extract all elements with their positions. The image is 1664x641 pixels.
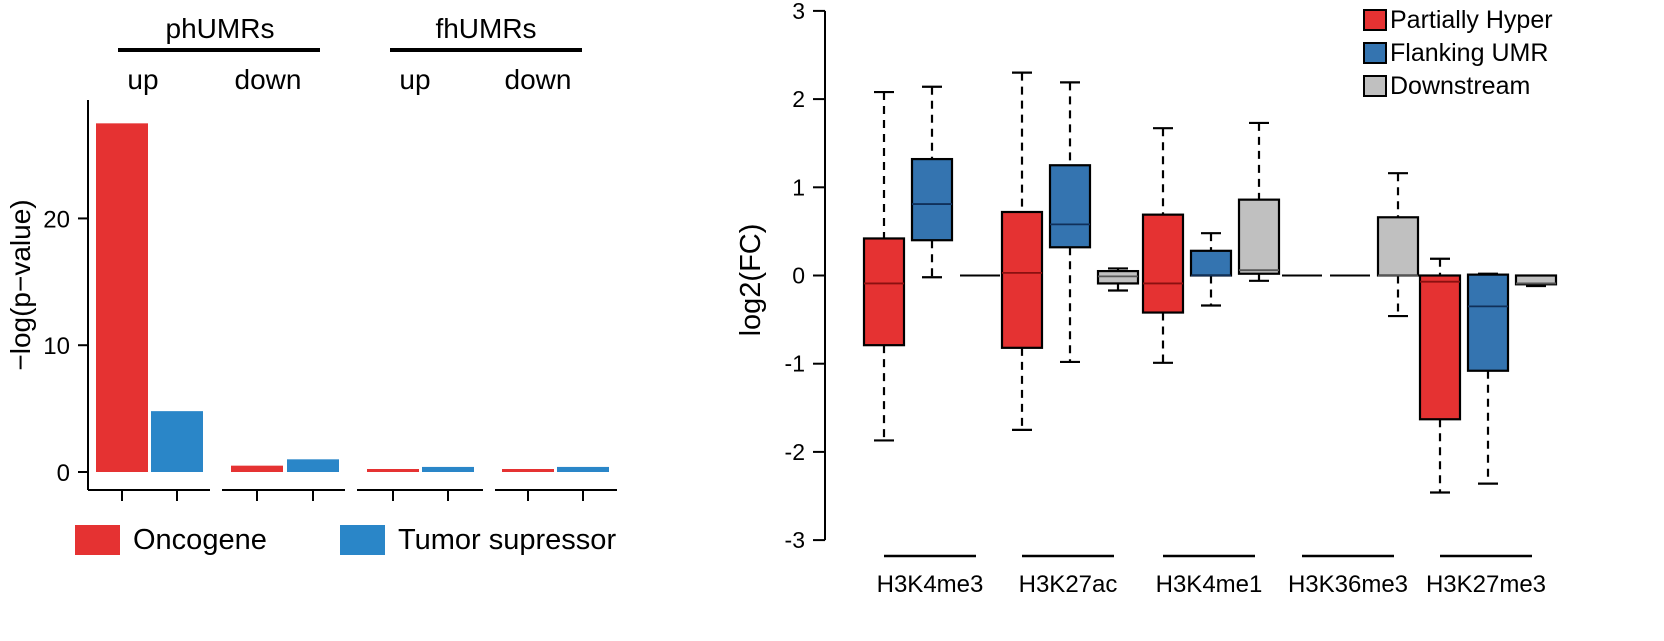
box-h3k4me1-partially-hyper	[1141, 127, 1185, 364]
box-axes: 3 2 1 0 -1 -2 -3	[785, 0, 826, 553]
box-iqr	[862, 237, 906, 347]
box-legend: Partially Hyper Flanking UMR Downstream	[1363, 6, 1553, 100]
category-label-h3k4me1: H3K4me1	[1156, 571, 1263, 598]
box-h3k27me3-downstream	[1514, 274, 1558, 288]
legend-swatch-downstream	[1363, 75, 1387, 97]
legend-label-partially-hyper: Partially Hyper	[1390, 6, 1553, 34]
box-iqr	[1418, 274, 1462, 421]
box-category-labels: H3K4me3 H3K27ac H3K4me1 H3K36me3 H3K27me3	[877, 554, 1546, 598]
legend-swatch-flanking-umr	[1363, 42, 1387, 64]
box-h3k4me1-downstream	[1237, 121, 1281, 282]
subgroup-label-phumrs-up: up	[127, 64, 158, 95]
box-iqr	[1141, 213, 1185, 314]
bar-phumrs-up-tumor-supressor	[151, 411, 203, 472]
group-label-fhumrs: fhUMRs	[435, 13, 536, 44]
bar-fhumrs-down-tumor-supressor	[557, 466, 609, 472]
legend-label-downstream: Downstream	[1390, 72, 1530, 100]
box-h3k27me3-partially-hyper	[1418, 257, 1462, 494]
legend-swatch-tumor-suppressor	[340, 525, 385, 555]
box-y-tick-label: 3	[792, 0, 805, 24]
box-y-tick-label: -3	[785, 527, 805, 553]
bar-marks	[96, 123, 609, 472]
bar-y-tick-label: 10	[43, 333, 70, 360]
legend-swatch-partially-hyper	[1363, 9, 1387, 31]
category-label-h3k27me3: H3K27me3	[1426, 571, 1546, 598]
box-h3k27ac-flanking-umr	[1048, 81, 1092, 364]
bar-legend: Oncogene Tumor supressor	[75, 524, 616, 556]
box-y-tick-label: -2	[785, 439, 805, 465]
box-h3k4me3-flanking-umr	[910, 85, 954, 279]
box-h3k27me3-flanking-umr	[1466, 272, 1510, 485]
box-iqr	[1189, 249, 1233, 277]
bar-phumrs-up-oncogene	[96, 123, 148, 472]
box-marks	[862, 71, 1558, 494]
subgroup-label-phumrs-down: down	[235, 64, 302, 95]
bar-y-tick-label: 0	[57, 460, 70, 487]
box-y-tick-label: -1	[785, 351, 805, 377]
box-iqr	[1048, 164, 1092, 249]
bar-y-axis-label: −log(p−value)	[5, 199, 36, 370]
bar-fhumrs-down-oncogene	[502, 469, 554, 472]
box-h3k4me3-partially-hyper	[862, 90, 906, 442]
box-iqr	[1000, 210, 1044, 349]
box-y-axis-label: log2(FC)	[735, 224, 767, 337]
subgroup-label-fhumrs-down: down	[505, 64, 572, 95]
bar-chart-panel: phUMRs up down fhUMRs up down −log(p−val…	[5, 13, 617, 556]
box-h3k27ac-partially-hyper	[1000, 71, 1044, 431]
group-label-phumrs: phUMRs	[166, 13, 275, 44]
box-iqr	[1376, 216, 1420, 277]
category-label-h3k4me3: H3K4me3	[877, 571, 984, 598]
bar-phumrs-down-oncogene	[231, 465, 283, 472]
legend-label-flanking-umr: Flanking UMR	[1390, 39, 1548, 67]
bar-fhumrs-up-tumor-supressor	[422, 466, 474, 472]
legend-label-tumor-suppressor: Tumor supressor	[398, 524, 616, 556]
box-y-tick-label: 0	[792, 263, 805, 289]
box-y-tick-label: 2	[792, 86, 805, 112]
subgroup-label-fhumrs-up: up	[399, 64, 430, 95]
box-iqr	[1237, 198, 1281, 275]
bar-axes: 0 10 20	[43, 100, 617, 501]
bar-y-tick-label: 20	[43, 206, 70, 233]
box-h3k4me1-flanking-umr	[1189, 232, 1233, 307]
category-label-h3k36me3: H3K36me3	[1288, 571, 1408, 598]
legend-label-oncogene: Oncogene	[133, 524, 267, 556]
box-h3k36me3-downstream	[1376, 172, 1420, 318]
legend-swatch-oncogene	[75, 525, 120, 555]
box-iqr	[1466, 273, 1510, 372]
box-iqr	[910, 157, 954, 242]
category-label-h3k27ac: H3K27ac	[1019, 571, 1118, 598]
bar-fhumrs-up-oncogene	[367, 469, 419, 472]
bar-phumrs-down-tumor-supressor	[287, 459, 339, 472]
box-y-tick-label: 1	[792, 174, 805, 200]
box-h3k27ac-downstream	[1096, 267, 1140, 292]
